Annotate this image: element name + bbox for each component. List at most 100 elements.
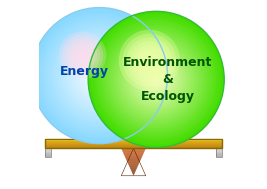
Circle shape <box>68 40 97 70</box>
Bar <box>217 142 222 143</box>
Circle shape <box>119 30 180 91</box>
Circle shape <box>77 49 88 61</box>
Circle shape <box>99 22 213 136</box>
Polygon shape <box>130 169 137 170</box>
Circle shape <box>126 50 186 109</box>
Polygon shape <box>131 171 136 172</box>
Circle shape <box>67 43 132 108</box>
Polygon shape <box>121 148 146 149</box>
Bar <box>217 147 222 149</box>
Polygon shape <box>133 175 134 176</box>
Circle shape <box>32 8 167 144</box>
Circle shape <box>151 74 162 85</box>
Circle shape <box>78 54 121 97</box>
Polygon shape <box>124 155 143 156</box>
Bar <box>45 142 50 143</box>
Circle shape <box>91 14 222 145</box>
Circle shape <box>123 33 176 87</box>
Circle shape <box>69 46 129 105</box>
Circle shape <box>53 29 146 122</box>
Circle shape <box>134 58 178 101</box>
Bar <box>217 143 222 144</box>
Bar <box>45 144 222 145</box>
Circle shape <box>42 19 157 133</box>
Circle shape <box>134 45 165 76</box>
Circle shape <box>137 60 175 98</box>
Circle shape <box>97 73 102 78</box>
Circle shape <box>70 43 94 67</box>
Circle shape <box>118 41 194 118</box>
Circle shape <box>50 27 148 125</box>
Bar <box>217 146 222 147</box>
Bar <box>45 154 50 156</box>
Circle shape <box>96 19 216 139</box>
Circle shape <box>121 44 191 115</box>
Polygon shape <box>132 172 135 173</box>
Bar <box>45 146 50 147</box>
Circle shape <box>86 62 113 89</box>
Polygon shape <box>122 150 145 151</box>
Bar <box>45 139 222 140</box>
Bar <box>217 154 222 156</box>
Circle shape <box>61 37 138 114</box>
Bar <box>45 156 50 157</box>
Bar <box>45 140 50 157</box>
Circle shape <box>48 24 151 127</box>
Polygon shape <box>130 168 137 169</box>
Circle shape <box>64 40 135 111</box>
Polygon shape <box>125 157 142 158</box>
Circle shape <box>130 41 168 79</box>
Bar <box>45 144 50 146</box>
Circle shape <box>65 37 100 73</box>
Bar <box>45 141 222 142</box>
Circle shape <box>80 52 85 58</box>
Bar <box>45 147 222 148</box>
Bar <box>217 153 222 154</box>
Bar <box>217 152 222 153</box>
Circle shape <box>72 48 127 103</box>
Polygon shape <box>133 174 134 175</box>
Polygon shape <box>128 164 139 165</box>
Circle shape <box>104 28 208 131</box>
Polygon shape <box>127 160 140 161</box>
Circle shape <box>94 70 105 81</box>
Circle shape <box>145 68 167 90</box>
Polygon shape <box>129 167 138 168</box>
Bar <box>45 143 222 144</box>
Bar <box>217 150 222 152</box>
Circle shape <box>138 49 161 72</box>
Polygon shape <box>126 159 141 160</box>
Circle shape <box>45 21 154 130</box>
Circle shape <box>143 66 170 93</box>
Circle shape <box>148 71 164 88</box>
Bar <box>217 156 222 157</box>
Bar <box>217 140 222 157</box>
Polygon shape <box>121 149 146 150</box>
Circle shape <box>88 11 224 147</box>
Bar <box>45 149 50 150</box>
Circle shape <box>75 51 124 100</box>
Bar <box>45 153 50 154</box>
Polygon shape <box>123 151 144 152</box>
Bar <box>45 140 222 141</box>
Circle shape <box>40 16 159 136</box>
Circle shape <box>146 57 153 64</box>
Polygon shape <box>125 158 142 159</box>
Bar <box>45 147 50 149</box>
Circle shape <box>37 13 162 138</box>
Bar <box>45 145 222 146</box>
Bar <box>45 143 50 144</box>
Text: Energy: Energy <box>60 65 109 78</box>
Bar <box>45 139 222 148</box>
Circle shape <box>129 52 183 107</box>
Circle shape <box>62 34 103 76</box>
Circle shape <box>59 31 106 79</box>
Circle shape <box>140 63 172 96</box>
Polygon shape <box>128 163 139 164</box>
Polygon shape <box>129 166 138 167</box>
Circle shape <box>93 17 219 142</box>
Polygon shape <box>125 156 142 157</box>
Bar <box>217 140 222 142</box>
Circle shape <box>102 25 211 134</box>
Circle shape <box>56 32 143 119</box>
